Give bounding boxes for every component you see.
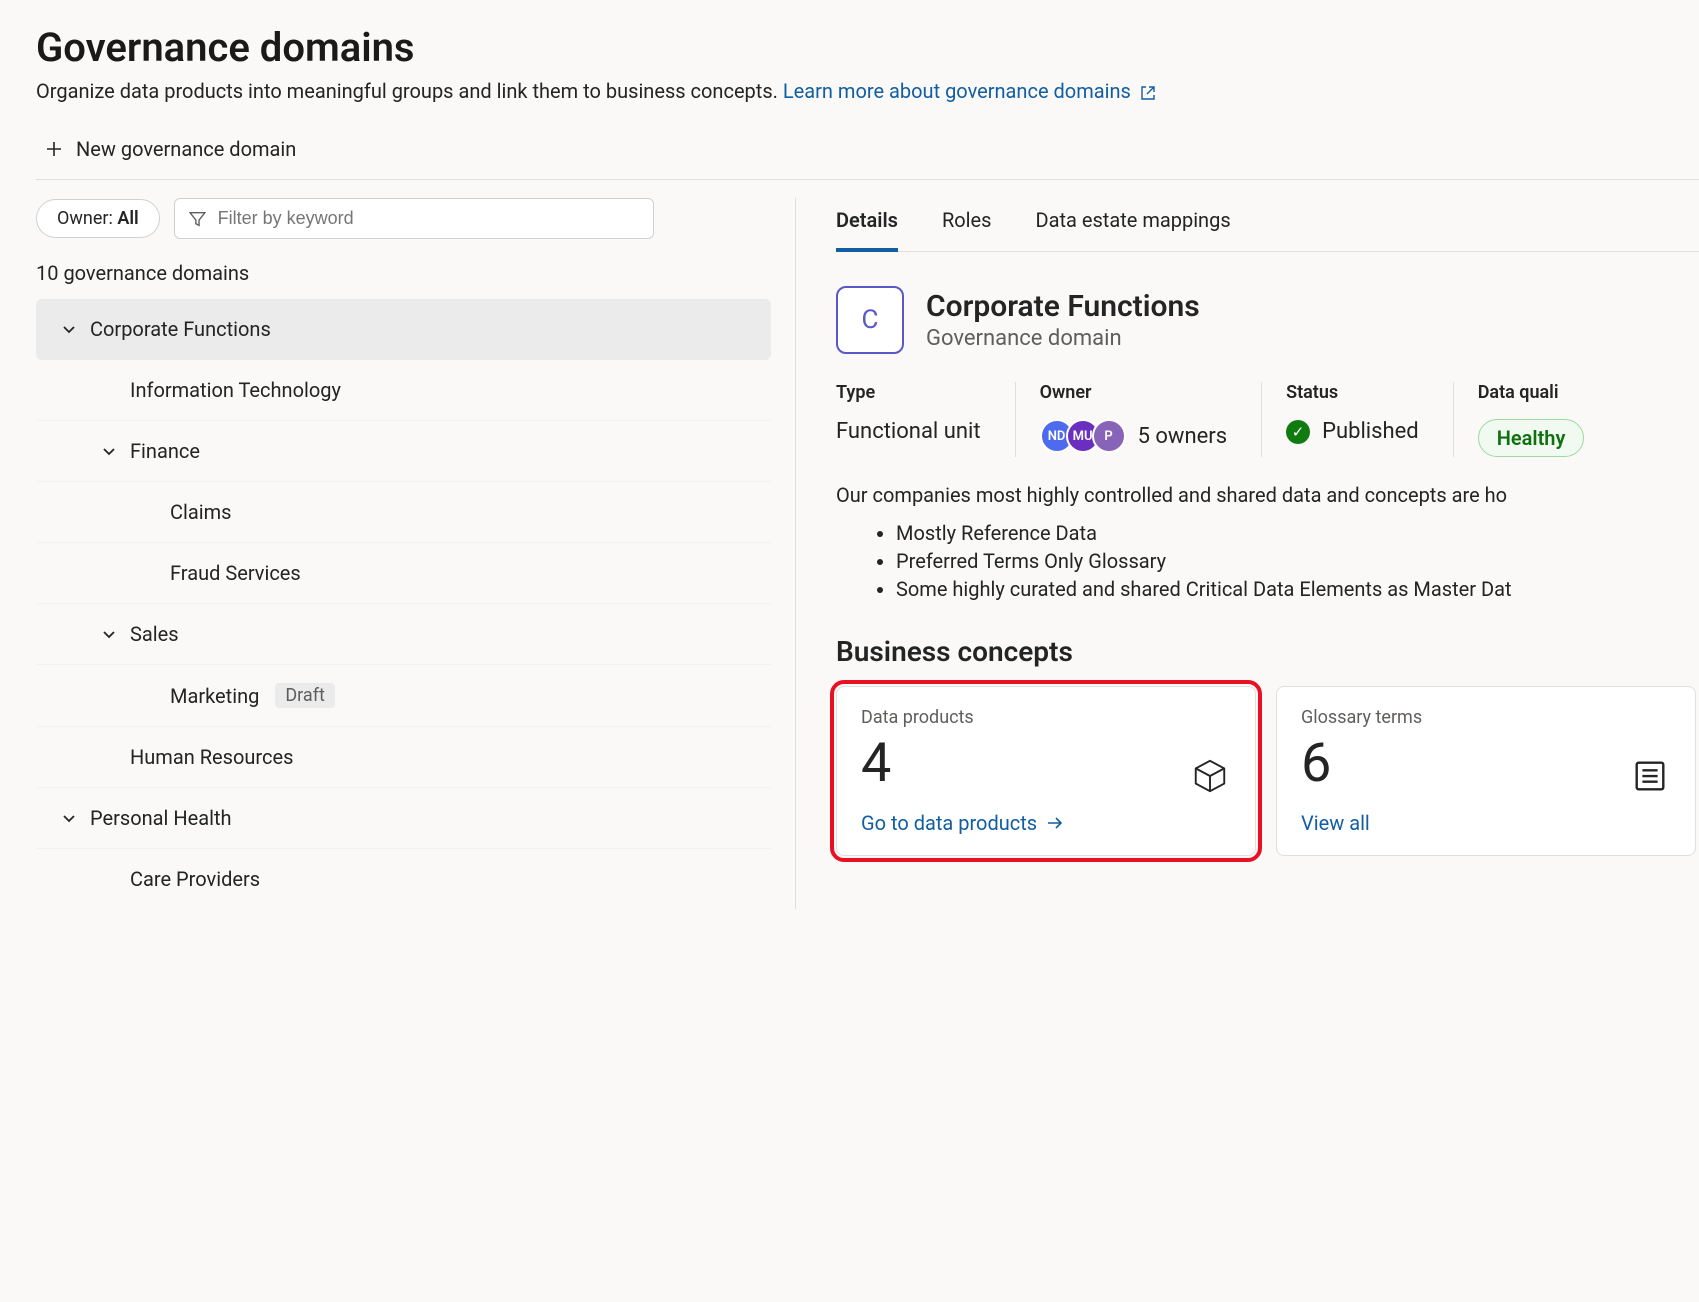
domain-count: 10 governance domains: [36, 261, 771, 285]
subtitle-text: Organize data products into meaningful g…: [36, 79, 783, 103]
tree-item-label: Corporate Functions: [90, 317, 271, 341]
divider: [36, 179, 1699, 180]
health-badge: Healthy: [1478, 419, 1585, 457]
card-label: Data products: [861, 707, 1231, 728]
tree-item-label: Marketing: [170, 684, 259, 708]
chevron-down-icon[interactable]: [58, 810, 80, 826]
tree-item-label: Sales: [130, 622, 179, 646]
filter-icon: [189, 210, 206, 228]
card-label: Glossary terms: [1301, 707, 1671, 728]
tree-item-label: Claims: [170, 500, 231, 524]
owner-filter-value: All: [117, 208, 138, 229]
card-link[interactable]: View all: [1301, 811, 1370, 835]
tree-item[interactable]: Information Technology: [36, 360, 771, 421]
tree-item[interactable]: Finance: [36, 421, 771, 482]
tree-item[interactable]: Corporate Functions: [36, 299, 771, 360]
tree-item-label: Human Resources: [130, 745, 293, 769]
bullet-item: Preferred Terms Only Glossary: [896, 549, 1699, 573]
concept-card[interactable]: Data products 4 Go to data products: [836, 686, 1256, 856]
chevron-down-icon[interactable]: [58, 321, 80, 337]
cube-icon: [1191, 757, 1229, 799]
filter-keyword-field[interactable]: [174, 198, 654, 239]
tree-item-label: Fraud Services: [170, 561, 301, 585]
business-concepts-heading: Business concepts: [836, 635, 1699, 668]
concept-cards: Data products 4 Go to data products Glossa…: [836, 686, 1699, 856]
card-link[interactable]: Go to data products: [861, 811, 1065, 835]
plus-icon: [44, 139, 64, 159]
domain-description: Our companies most highly controlled and…: [836, 483, 1699, 507]
domain-tree: Corporate Functions Information Technolog…: [36, 299, 771, 909]
tab[interactable]: Roles: [942, 198, 992, 251]
page-title: Governance domains: [36, 24, 1699, 71]
filter-keyword-input[interactable]: [216, 207, 639, 230]
learn-more-link[interactable]: Learn more about governance domains: [783, 79, 1156, 103]
tree-item[interactable]: Claims: [36, 482, 771, 543]
list-icon: [1631, 757, 1669, 799]
meta-type-value: Functional unit: [836, 419, 981, 444]
check-icon: ✓: [1286, 420, 1310, 444]
chevron-down-icon[interactable]: [98, 443, 120, 459]
card-count: 4: [861, 734, 1231, 793]
tree-item-label: Personal Health: [90, 806, 232, 830]
bullet-item: Mostly Reference Data: [896, 521, 1699, 545]
domain-bullets: Mostly Reference Data Preferred Terms Onl…: [836, 521, 1699, 601]
bullet-item: Some highly curated and shared Critical …: [896, 577, 1699, 601]
avatar: P: [1092, 419, 1126, 453]
draft-badge: Draft: [275, 683, 335, 708]
tree-item[interactable]: Human Resources: [36, 727, 771, 788]
concept-card[interactable]: Glossary terms 6 View all: [1276, 686, 1696, 856]
meta-owner-label: Owner: [1040, 382, 1228, 403]
tree-item-label: Information Technology: [130, 378, 341, 402]
tree-item[interactable]: Care Providers: [36, 849, 771, 909]
domain-avatar: C: [836, 286, 904, 354]
domain-name: Corporate Functions: [926, 289, 1200, 324]
tree-item-label: Finance: [130, 439, 200, 463]
meta-status-value: Published: [1322, 419, 1419, 444]
card-count: 6: [1301, 734, 1671, 793]
tree-item[interactable]: Personal Health: [36, 788, 771, 849]
detail-tabs: Details Roles Data estate mappings: [836, 198, 1699, 252]
chevron-down-icon[interactable]: [98, 626, 120, 642]
tree-item[interactable]: Sales: [36, 604, 771, 665]
new-domain-label: New governance domain: [76, 137, 296, 161]
tree-item[interactable]: Fraud Services: [36, 543, 771, 604]
tab[interactable]: Data estate mappings: [1035, 198, 1230, 251]
new-governance-domain-button[interactable]: New governance domain: [36, 131, 304, 179]
domain-subtype: Governance domain: [926, 326, 1200, 351]
owner-avatars[interactable]: NDMUP: [1040, 419, 1126, 453]
meta-status-label: Status: [1286, 382, 1419, 403]
owner-count: 5 owners: [1138, 424, 1228, 449]
external-link-icon: [1140, 85, 1156, 101]
page-subtitle: Organize data products into meaningful g…: [36, 79, 1699, 103]
tree-item[interactable]: Marketing Draft: [36, 665, 771, 727]
tree-item-label: Care Providers: [130, 867, 260, 891]
tab[interactable]: Details: [836, 198, 898, 252]
owner-filter-pill[interactable]: Owner: All: [36, 199, 160, 238]
meta-type-label: Type: [836, 382, 981, 403]
meta-dq-label: Data quali: [1478, 382, 1585, 403]
owner-filter-prefix: Owner:: [57, 208, 117, 229]
